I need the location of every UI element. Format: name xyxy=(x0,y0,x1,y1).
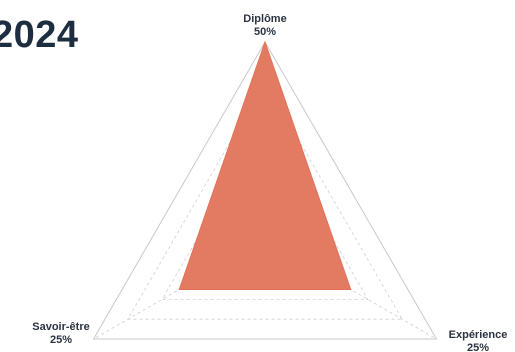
grid-ring-4 xyxy=(127,80,403,320)
grid-ring-5 xyxy=(92,40,438,340)
radar-area-series-1 xyxy=(178,40,352,290)
axis-label-1: Diplôme xyxy=(243,13,286,25)
radar-area-group xyxy=(178,40,352,290)
page-title: 2024 xyxy=(0,14,79,56)
axis-label-2: Expérience xyxy=(449,329,508,341)
axis-value-label-1: 50% xyxy=(254,26,276,38)
axis-value-label-2: 25% xyxy=(467,342,489,352)
axis-value-label-3: 25% xyxy=(50,334,72,346)
axis-label-3: Savoir-être xyxy=(32,321,89,333)
